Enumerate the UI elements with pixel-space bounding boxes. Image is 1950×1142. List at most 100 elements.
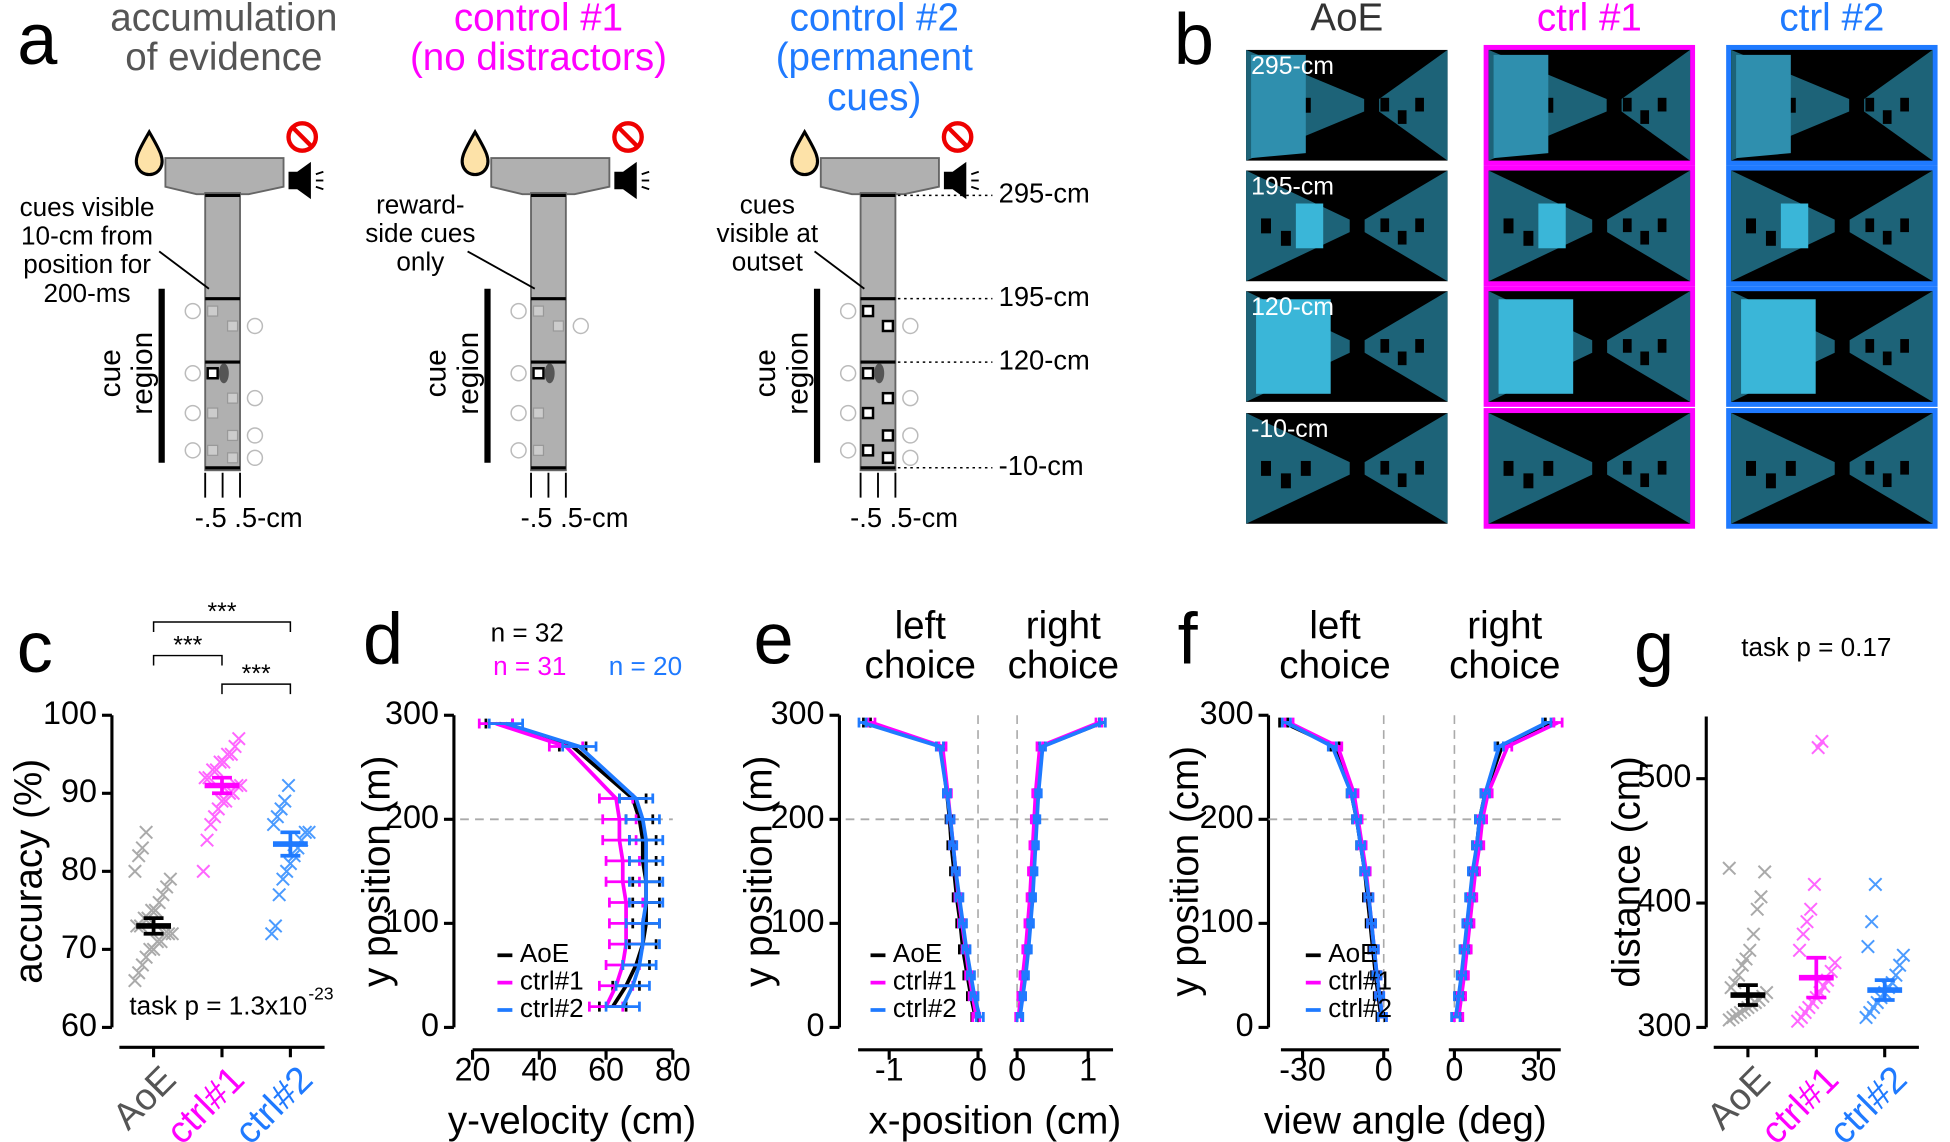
cue [861,304,875,318]
cue [861,406,875,420]
chart-title: task p = 0.17 [1741,632,1891,662]
wall-mark [1657,460,1667,475]
wall-mark [1397,230,1407,245]
data-point [131,848,146,863]
error-bar [934,741,945,752]
error-bar [1363,892,1375,903]
puff [510,365,527,382]
error-bar [957,918,968,929]
data-point [1754,889,1768,904]
x-tick-label: 40 [521,1052,557,1088]
significance-bracket [221,683,292,695]
annotation: n = 32 [491,617,564,647]
annotation: only [396,247,444,277]
data-point [135,958,150,972]
data-point [1800,914,1814,929]
data-point [196,864,211,879]
y-axis-label: y position (cm) [1164,746,1207,997]
reward-drop [790,128,820,177]
cue-region-label: cue [420,349,453,397]
data-point [1892,958,1907,973]
error-bar [961,944,972,955]
wall-mark [1640,110,1650,124]
data-point [135,841,150,855]
error-bar [1098,717,1107,728]
legend-label: ctrl#1 [520,966,584,996]
y-axis-label: y position (m) [355,756,398,987]
data-point [1796,927,1811,942]
wall-mark [1415,460,1424,475]
annotation: 10-cm from [21,221,153,251]
y-tick-label: 60 [61,1007,97,1043]
wall-mark [1657,97,1667,112]
legend-label: ctrl#1 [893,966,957,996]
cue-region-label: cue [94,349,127,397]
error-bar [1479,788,1491,799]
puff [839,404,857,422]
panel-letter: g [1634,608,1674,688]
data-point [1807,877,1822,892]
cue-object [1493,54,1549,159]
error-bar [1552,717,1564,728]
cue [532,305,545,317]
subplot-title: choice [1279,644,1390,687]
y-tick-label: 90 [61,773,97,809]
data-point [274,801,288,816]
tower [1498,299,1574,394]
x-tick-label: 0 [1445,1052,1463,1088]
series-line [1453,720,1548,1018]
wall-mark [1380,97,1390,112]
data-point [233,778,248,793]
wall [1849,291,1933,402]
wall-mark [1865,97,1875,112]
maze-arm [164,157,285,196]
row-label: 295-cm [1251,52,1334,80]
puff [572,317,589,335]
data-point [276,872,290,887]
error-bar [628,876,665,887]
x-tick-label: -1 [875,1052,904,1088]
wall-mark [1543,460,1554,476]
y-tick-label: 100 [1200,903,1254,939]
error-bar [628,855,665,866]
error-bar [621,960,658,970]
data-point [200,833,214,848]
error-bar [950,866,961,877]
column-title: (permanent [776,36,973,79]
data-point [1739,952,1753,966]
annotation: n = 20 [609,651,682,681]
error-bar [1493,741,1505,752]
error-bar [969,991,980,1002]
no-sign-bar [617,126,639,148]
data-point [1816,979,1831,994]
pointer [158,250,210,290]
wall-mark [1415,97,1424,112]
error-bar [1467,866,1479,877]
cue [881,429,895,442]
x-axis-label: x-position (cm) [869,1099,1122,1142]
data-point [203,817,218,832]
width-label: -.5 .5-cm [521,502,629,533]
wall-mark [1746,218,1756,234]
significance-bracket [152,654,223,666]
error-bar [965,970,976,981]
wall-mark [1882,351,1892,366]
wall-mark [1280,230,1291,246]
subplot-title: left [895,604,947,647]
series-line [1285,720,1385,1018]
panel-letter: a [17,0,58,80]
error-bar [624,814,661,825]
data-point [1757,865,1772,879]
wall-mark [1657,218,1667,233]
wall [1379,49,1448,161]
annotation: visible at [717,218,819,248]
wall-mark [1622,339,1632,353]
legend-label: ctrl#2 [520,993,584,1023]
error-bar [487,718,525,729]
x-tick-label: 60 [588,1052,624,1088]
significance-bracket [152,621,292,632]
wall-mark [1300,460,1311,476]
column-title: ctrl #2 [1779,0,1884,39]
cue-object [1736,54,1791,159]
